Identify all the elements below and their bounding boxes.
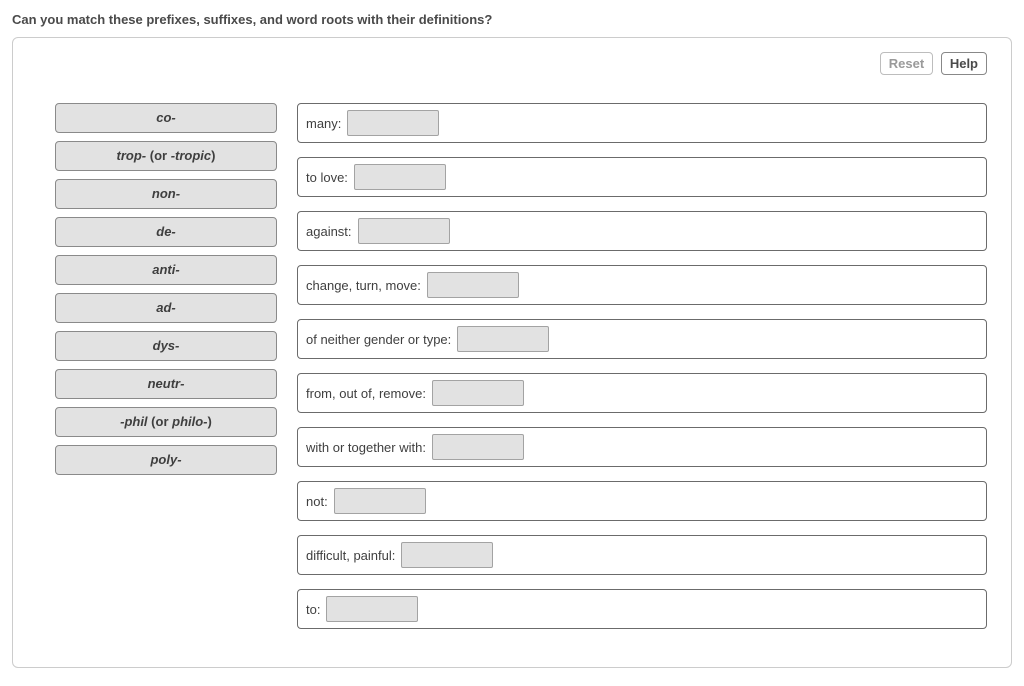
draggable-term[interactable]: -phil (or philo-) (55, 407, 277, 437)
definition-row: many: (297, 103, 987, 143)
drop-target[interactable] (432, 434, 524, 460)
toolbar: Reset Help (37, 52, 987, 75)
definition-label: of neither gender or type: (306, 332, 451, 347)
drop-target[interactable] (432, 380, 524, 406)
definition-row: of neither gender or type: (297, 319, 987, 359)
help-button[interactable]: Help (941, 52, 987, 75)
drop-target[interactable] (401, 542, 493, 568)
definition-row: not: (297, 481, 987, 521)
draggable-term[interactable]: trop- (or -tropic) (55, 141, 277, 171)
drop-target[interactable] (354, 164, 446, 190)
definition-label: from, out of, remove: (306, 386, 426, 401)
definition-row: to love: (297, 157, 987, 197)
definition-label: with or together with: (306, 440, 426, 455)
definition-row: difficult, painful: (297, 535, 987, 575)
matching-panel: Reset Help co-trop- (or -tropic) non-de-a… (12, 37, 1012, 668)
reset-button[interactable]: Reset (880, 52, 933, 75)
definition-label: many: (306, 116, 341, 131)
definition-row: with or together with: (297, 427, 987, 467)
definition-label: to love: (306, 170, 348, 185)
drop-target[interactable] (326, 596, 418, 622)
content-area: co-trop- (or -tropic) non-de-anti-ad-dys-… (37, 103, 987, 643)
draggable-term[interactable]: poly- (55, 445, 277, 475)
drop-target[interactable] (334, 488, 426, 514)
draggable-term[interactable]: anti- (55, 255, 277, 285)
definitions-column: many: to love: against: change, turn, move:… (297, 103, 987, 643)
terms-column: co-trop- (or -tropic) non-de-anti-ad-dys-… (37, 103, 277, 483)
drop-target[interactable] (427, 272, 519, 298)
draggable-term[interactable]: neutr- (55, 369, 277, 399)
definition-row: change, turn, move: (297, 265, 987, 305)
drop-target[interactable] (457, 326, 549, 352)
definition-row: from, out of, remove: (297, 373, 987, 413)
definition-label: against: (306, 224, 352, 239)
definition-label: change, turn, move: (306, 278, 421, 293)
drop-target[interactable] (358, 218, 450, 244)
drop-target[interactable] (347, 110, 439, 136)
draggable-term[interactable]: dys- (55, 331, 277, 361)
definition-row: to: (297, 589, 987, 629)
draggable-term[interactable]: de- (55, 217, 277, 247)
definition-label: not: (306, 494, 328, 509)
draggable-term[interactable]: co- (55, 103, 277, 133)
definition-label: to: (306, 602, 320, 617)
draggable-term[interactable]: ad- (55, 293, 277, 323)
question-text: Can you match these prefixes, suffixes, … (12, 12, 1012, 27)
definition-row: against: (297, 211, 987, 251)
draggable-term[interactable]: non- (55, 179, 277, 209)
definition-label: difficult, painful: (306, 548, 395, 563)
